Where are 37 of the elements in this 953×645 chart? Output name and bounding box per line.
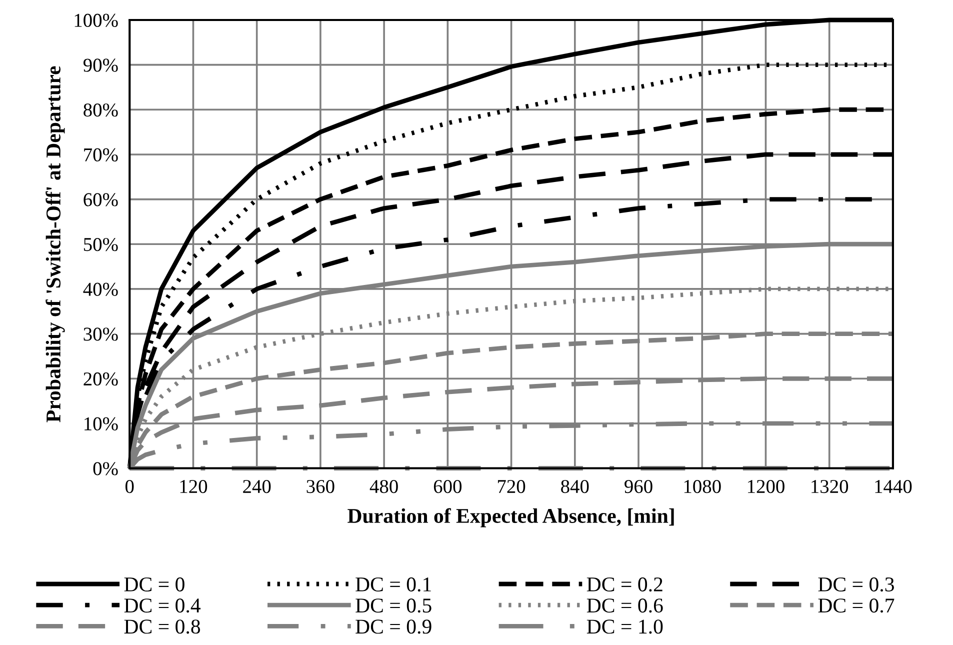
x-tick-label: 840: [561, 480, 589, 494]
legend-label: DC = 0.4: [124, 598, 201, 613]
x-tick-label: 1080: [684, 480, 721, 494]
y-tick-label: 90%: [83, 58, 118, 72]
x-tick-label: 600: [434, 480, 462, 494]
legend-label: DC = 1.0: [586, 620, 663, 634]
legend-label: DC = 0.5: [356, 598, 432, 613]
y-tick-label: 40%: [83, 282, 118, 296]
legend-label: DC = 0.7: [818, 598, 894, 613]
x-tick-label: 120: [180, 480, 208, 494]
x-tick-label: 0: [125, 480, 134, 494]
x-tick-label: 1440: [875, 480, 912, 494]
y-tick-label: 50%: [84, 238, 118, 252]
y-tick-label: 10%: [84, 417, 118, 430]
legend-label: DC = 0.8: [124, 620, 200, 634]
x-tick-label: 360: [306, 480, 334, 494]
legend-label: DC = 0.6: [586, 598, 663, 613]
y-axis-title: Probability of 'Switch-Off' at Departure: [46, 66, 65, 422]
x-tick-label: 480: [370, 480, 398, 494]
x-tick-label: 720: [498, 480, 526, 494]
y-tick-label: 70%: [84, 148, 118, 162]
y-tick-label: 20%: [84, 372, 118, 386]
legend-label: DC = 0: [124, 577, 184, 592]
x-tick-label: 1320: [812, 480, 848, 494]
y-tick-label: 30%: [84, 328, 118, 341]
y-tick-label: 80%: [84, 103, 118, 117]
x-tick-label: 240: [243, 480, 271, 494]
y-tick-label: 0%: [93, 462, 118, 476]
legend-label: DC = 0.2: [586, 577, 662, 592]
x-tick-label: 1200: [748, 480, 784, 494]
y-tick-label: 100%: [74, 14, 118, 27]
x-axis-title: Duration of Expected Absence, [min]: [348, 508, 674, 528]
legend-label: DC = 0.1: [356, 577, 431, 592]
legend-label: DC = 0.9: [356, 620, 432, 634]
y-tick-label: 60%: [84, 193, 118, 206]
x-tick-label: 960: [624, 480, 652, 494]
legend-label: DC = 0.3: [818, 577, 894, 592]
